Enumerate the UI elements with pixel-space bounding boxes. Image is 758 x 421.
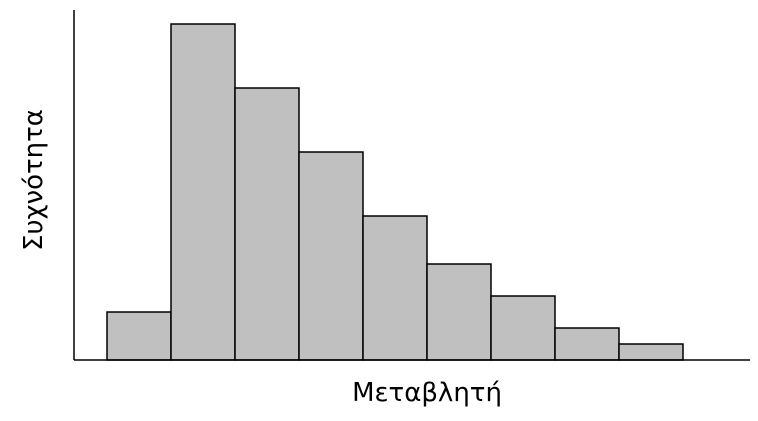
histogram-bar bbox=[426, 263, 492, 361]
histogram-bar bbox=[298, 151, 364, 361]
x-axis-label: Μεταβλητή bbox=[352, 378, 502, 408]
histogram-bar bbox=[490, 295, 556, 361]
histogram-bar bbox=[618, 343, 684, 361]
histogram-bar bbox=[170, 23, 236, 361]
histogram-bar bbox=[234, 87, 300, 361]
histogram-bar bbox=[554, 327, 620, 361]
histogram-bar bbox=[362, 215, 428, 361]
histogram-bar bbox=[106, 311, 172, 361]
bars-group bbox=[106, 23, 684, 361]
y-axis-label: Συχνότητα bbox=[19, 109, 49, 251]
